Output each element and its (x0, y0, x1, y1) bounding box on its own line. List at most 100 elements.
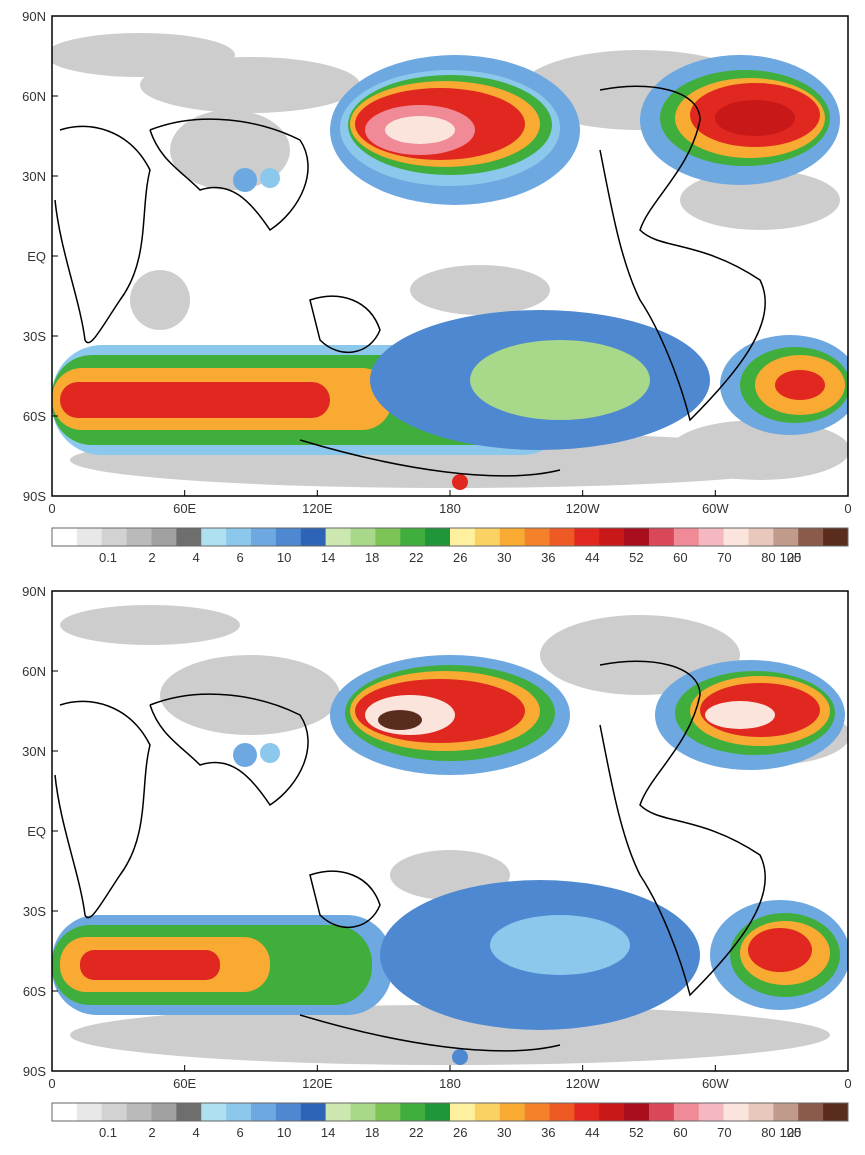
colorbar-swatch (201, 1103, 227, 1121)
colorbar-bottom (51, 1102, 849, 1122)
lon-tick-label: 0 (48, 501, 55, 516)
colorbar-swatch (151, 528, 177, 546)
map-panel-top: 90N 60N 30N EQ 30S 60S 90S 0 60E 120E 180 120W 60W 0… (0, 0, 865, 575)
colorbar-swatch (400, 528, 426, 546)
colorbar-label: 70 (717, 550, 731, 565)
colorbar-swatch (823, 528, 849, 546)
colorbar-label: 30 (497, 1125, 511, 1140)
colorbar-swatch (126, 1103, 152, 1121)
colorbar-label: 125 (780, 1125, 802, 1140)
colorbar-swatch (151, 1103, 177, 1121)
colorbar-label: 44 (585, 550, 599, 565)
lat-tick-label: 90N (22, 584, 46, 599)
colorbar-label: 44 (585, 1125, 599, 1140)
lat-tick-label: 60N (22, 89, 46, 104)
colorbar-label: 125 (780, 550, 802, 565)
colorbar-label: 52 (629, 1125, 643, 1140)
lat-tick-label: EQ (27, 824, 46, 839)
colorbar-label: 2 (148, 1125, 155, 1140)
colorbar-swatch (549, 528, 575, 546)
lon-axis-labels: 0 60E 120E 180 120W 60W 0 (48, 490, 852, 516)
lon-tick-label: 0 (844, 1076, 851, 1091)
colorbar-swatch (524, 1103, 550, 1121)
colorbar-swatch (400, 1103, 426, 1121)
colorbar-swatch (126, 528, 152, 546)
colorbar-swatch (474, 1103, 501, 1121)
colorbar-swatch (698, 1103, 725, 1121)
lat-tick-label: 30N (22, 169, 46, 184)
lon-tick-label: 120E (302, 1076, 333, 1091)
colorbar-label: 80 (761, 1125, 775, 1140)
lat-tick-label: 60N (22, 664, 46, 679)
colorbar-label: 26 (453, 1125, 467, 1140)
colorbar-swatch (425, 1103, 451, 1121)
colorbar-swatch (101, 1103, 128, 1121)
colorbar-swatch (624, 1103, 650, 1121)
colorbar-swatch (748, 528, 774, 546)
colorbar-label: 0.1 (99, 550, 117, 565)
colorbar-label: 80 (761, 550, 775, 565)
colorbar-label: 60 (673, 1125, 687, 1140)
lon-tick-label: 0 (48, 1076, 55, 1091)
colorbar-swatch (673, 1103, 700, 1121)
colorbar-swatch (599, 528, 625, 546)
colorbar-swatch (325, 528, 351, 546)
lon-tick-label: 120W (566, 1076, 601, 1091)
colorbar-label: 14 (321, 1125, 335, 1140)
colorbar-swatch (599, 1103, 625, 1121)
colorbar-label: 10 (277, 550, 291, 565)
colorbar-swatch (698, 528, 725, 546)
colorbar-swatch (176, 1103, 202, 1121)
colorbar-swatch (773, 528, 799, 546)
colorbar-swatch (499, 1103, 526, 1121)
colorbar-frame (51, 527, 849, 547)
lon-tick-label: 120W (566, 501, 601, 516)
colorbar-swatch (201, 528, 227, 546)
field-shading (52, 33, 848, 490)
colorbar-frame (51, 1102, 849, 1122)
colorbar-label: 18 (365, 550, 379, 565)
map-panel-bottom: 90N 60N 30N EQ 30S 60S 90S 0 60E 120E 180 120W 60W 0… (0, 575, 865, 1150)
lat-tick-label: 30N (22, 744, 46, 759)
colorbar-swatch (300, 528, 327, 546)
colorbar-label: 14 (321, 550, 335, 565)
lat-tick-label: 60S (23, 409, 46, 424)
lon-tick-label: 120E (302, 501, 333, 516)
colorbar-top (51, 527, 849, 547)
colorbar-swatch (649, 528, 675, 546)
colorbar-swatch (499, 528, 526, 546)
colorbar-label: 52 (629, 550, 643, 565)
lon-tick-label: 180 (439, 501, 461, 516)
colorbar-swatch (375, 528, 401, 546)
lat-tick-label: 60S (23, 984, 46, 999)
colorbar-label: 22 (409, 550, 423, 565)
colorbar-swatch (76, 528, 103, 546)
colorbar-swatch (773, 1103, 799, 1121)
colorbar-swatch (450, 528, 476, 546)
lon-tick-label: 0 (844, 501, 851, 516)
colorbar-swatch (350, 528, 376, 546)
lon-tick-label: 60W (702, 1076, 729, 1091)
colorbar-label: 6 (236, 550, 243, 565)
colorbar-swatch (748, 1103, 774, 1121)
colorbar-swatch (649, 1103, 675, 1121)
colorbar-label: 100 (780, 1125, 802, 1140)
colorbar-swatch (176, 528, 202, 546)
plot-area-bottom (51, 590, 849, 1072)
colorbar-label: 10 (277, 1125, 291, 1140)
lat-tick-label: 90S (23, 1064, 46, 1079)
colorbar-label: 6 (236, 1125, 243, 1140)
lon-axis-labels: 0 60E 120E 180 120W 60W 0 (48, 1065, 852, 1091)
colorbar-swatch (425, 528, 451, 546)
colorbar-swatch (574, 1103, 600, 1121)
colorbar-swatch (574, 528, 600, 546)
lat-axis-labels: 90N 60N 30N EQ 30S 60S 90S (22, 584, 58, 1079)
colorbar-swatch (300, 1103, 327, 1121)
coastlines (54, 660, 766, 1052)
colorbar-swatch (450, 1103, 476, 1121)
colorbar-swatch (723, 1103, 749, 1121)
